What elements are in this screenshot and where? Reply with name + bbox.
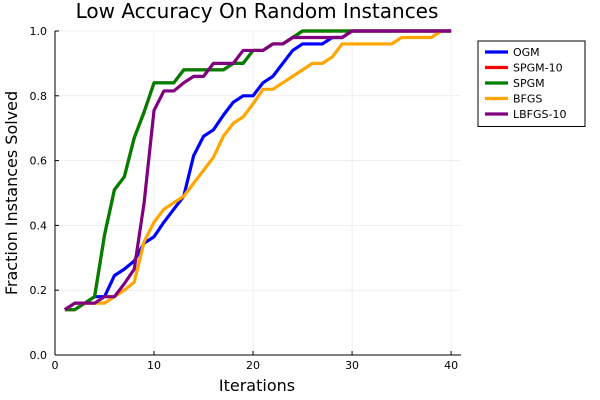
y-tick-label: 0.4	[30, 219, 48, 232]
x-tick-label: 10	[147, 359, 161, 372]
y-tick-label: 0.8	[30, 90, 48, 103]
grid	[54, 30, 461, 356]
y-axis-title: Fraction Instances Solved	[2, 91, 21, 295]
series-line-spgm	[64, 29, 452, 312]
legend-label: SPGM-10	[513, 62, 563, 75]
legend-label: SPGM	[513, 77, 545, 90]
legend-label: LBFGS-10	[513, 108, 566, 121]
y-tick-labels: 0.0 0.2 0.4 0.6 0.8 1.0	[30, 25, 59, 362]
x-tick-label: 20	[246, 359, 260, 372]
legend-label: OGM	[513, 46, 540, 59]
x-tick-label: 0	[52, 359, 59, 372]
series-line-bfgs	[64, 29, 452, 311]
x-tick-label: 30	[345, 359, 359, 372]
series-line-spgm-10	[64, 29, 452, 312]
y-tick-label: 0.2	[30, 284, 48, 297]
axes	[54, 31, 461, 356]
chart-title: Low Accuracy On Random Instances	[76, 0, 439, 23]
x-tick-labels: 0 10 20 30 40	[52, 351, 458, 372]
series-line-ogm	[64, 29, 452, 311]
legend-label: BFGS	[513, 93, 542, 106]
y-tick-label: 1.0	[30, 25, 48, 38]
series-line-lbfgs-10	[64, 29, 452, 311]
x-axis-title: Iterations	[219, 376, 295, 395]
legend: OGM SPGM-10 SPGM BFGS LBFGS-10	[477, 40, 586, 127]
x-tick-label: 40	[444, 359, 458, 372]
y-tick-label: 0.6	[30, 155, 48, 168]
y-tick-label: 0.0	[30, 349, 48, 362]
series-lines	[64, 29, 452, 312]
